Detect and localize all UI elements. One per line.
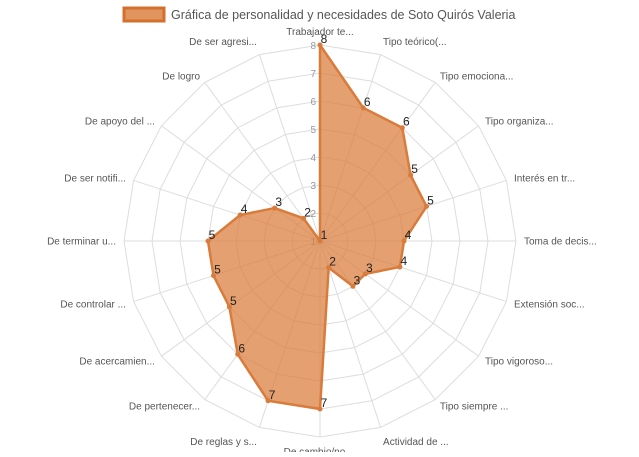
data-point[interactable]	[317, 406, 323, 412]
grid-spoke	[319, 240, 382, 428]
category-label: De pertenecer...	[129, 402, 200, 413]
legend-series-name: Gráfica de personalidad y necesidades de…	[171, 8, 515, 22]
data-point[interactable]	[265, 398, 271, 404]
scale-tick-label: 6	[310, 97, 316, 108]
data-point[interactable]	[272, 205, 278, 211]
scale-tick-label: 7	[310, 69, 316, 80]
data-point[interactable]	[360, 105, 366, 111]
category-label: Tipo vigoroso...	[485, 356, 553, 367]
category-label: De apoyo del ...	[85, 117, 155, 128]
data-point[interactable]	[326, 265, 332, 271]
data-value-label: 4	[401, 254, 408, 268]
category-label: De reglas y s...	[190, 437, 257, 448]
legend-swatch	[122, 6, 166, 23]
scale-tick-label: 4	[310, 153, 316, 164]
data-point[interactable]	[350, 283, 356, 289]
data-value-label: 5	[214, 263, 221, 277]
data-point[interactable]	[362, 271, 368, 277]
data-point[interactable]	[301, 215, 307, 221]
grid-spoke	[258, 54, 321, 242]
grid-spoke	[204, 82, 321, 242]
data-point[interactable]	[210, 273, 216, 279]
category-label: De ser agresi...	[189, 37, 257, 48]
data-value-label: 6	[238, 341, 245, 355]
category-label: Trabajador te...	[286, 27, 353, 38]
category-label: De acercamien...	[79, 356, 155, 367]
category-label: Tipo teórico(...	[383, 37, 447, 48]
data-value-label: 8	[321, 32, 328, 46]
data-point[interactable]	[237, 212, 243, 218]
scale-tick-label: 8	[310, 41, 316, 52]
label-layer: Trabajador te... Tipo teórico(... Tipo emo…	[47, 27, 597, 457]
data-value-label: 3	[354, 273, 361, 287]
data-value-label: 7	[269, 388, 276, 402]
category-label: Interés en tr...	[514, 173, 575, 184]
data-value-label: 7	[321, 396, 328, 410]
category-label: Extensión soc...	[514, 300, 585, 311]
category-label: De cambio/no ...	[284, 447, 357, 452]
data-value-label: 3	[366, 261, 373, 275]
data-value-label: 2	[304, 205, 311, 219]
data-value-label: 2	[329, 255, 336, 269]
data-point[interactable]	[226, 304, 232, 310]
legend[interactable]: Gráfica de personalidad y necesidades de…	[122, 6, 515, 23]
data-point[interactable]	[317, 42, 323, 48]
data-point[interactable]	[399, 125, 405, 131]
data-value-label: 4	[405, 228, 412, 242]
data-value-label: 1	[321, 228, 328, 242]
data-value-label: 6	[364, 95, 371, 109]
category-label: Tipo siempre ...	[440, 402, 509, 413]
data-point[interactable]	[397, 264, 403, 270]
data-value-label: 4	[241, 202, 248, 216]
category-label: De ser notifi...	[64, 173, 126, 184]
scale-tick-label: 3	[310, 181, 316, 192]
category-label: Toma de decis...	[524, 237, 597, 248]
data-point[interactable]	[235, 351, 241, 357]
data-value-label: 5	[230, 294, 237, 308]
category-label: De logro	[162, 71, 200, 82]
data-point[interactable]	[401, 238, 407, 244]
data-value-label: 5	[411, 162, 418, 176]
data-point[interactable]	[317, 238, 323, 244]
data-point[interactable]	[424, 203, 430, 209]
data-point[interactable]	[205, 238, 211, 244]
category-label: Tipo organiza...	[485, 117, 554, 128]
data-value-label: 5	[209, 228, 216, 242]
data-value-label: 5	[427, 193, 434, 207]
scale-tick-label: 2	[310, 209, 316, 220]
category-label: De terminar u...	[47, 237, 116, 248]
data-value-label: 3	[275, 195, 282, 209]
category-label: De controlar ...	[60, 300, 126, 311]
data-value-label: 6	[403, 115, 410, 129]
category-label: Actividad de ...	[383, 437, 449, 448]
scale-tick-label: 5	[310, 125, 316, 136]
data-point[interactable]	[408, 172, 414, 178]
category-label: Tipo emociona...	[440, 71, 514, 82]
